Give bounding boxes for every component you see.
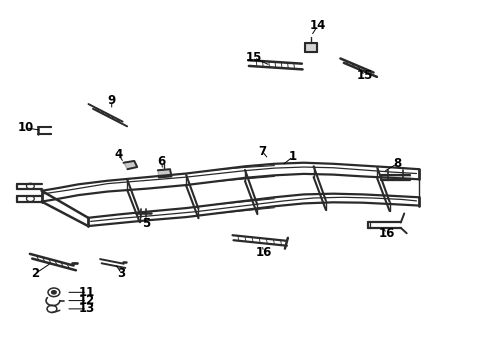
Text: 7: 7 xyxy=(258,145,266,158)
Text: 13: 13 xyxy=(79,302,96,315)
Polygon shape xyxy=(305,43,317,52)
Polygon shape xyxy=(123,161,137,169)
Text: 16: 16 xyxy=(255,246,272,258)
Text: 1: 1 xyxy=(289,150,297,163)
Text: 15: 15 xyxy=(245,51,262,64)
Text: 8: 8 xyxy=(393,157,401,170)
Text: 10: 10 xyxy=(17,121,34,134)
Text: 16: 16 xyxy=(379,227,395,240)
Text: 14: 14 xyxy=(309,19,326,32)
Text: 12: 12 xyxy=(79,294,96,307)
Text: 5: 5 xyxy=(142,217,150,230)
Circle shape xyxy=(51,291,56,294)
Text: 15: 15 xyxy=(357,69,373,82)
Polygon shape xyxy=(158,169,172,177)
Polygon shape xyxy=(381,175,410,180)
Text: 6: 6 xyxy=(158,156,166,168)
Text: 2: 2 xyxy=(31,267,39,280)
Text: 9: 9 xyxy=(108,94,116,107)
Text: 11: 11 xyxy=(79,286,96,299)
Text: 3: 3 xyxy=(118,267,125,280)
Text: 4: 4 xyxy=(115,148,122,161)
